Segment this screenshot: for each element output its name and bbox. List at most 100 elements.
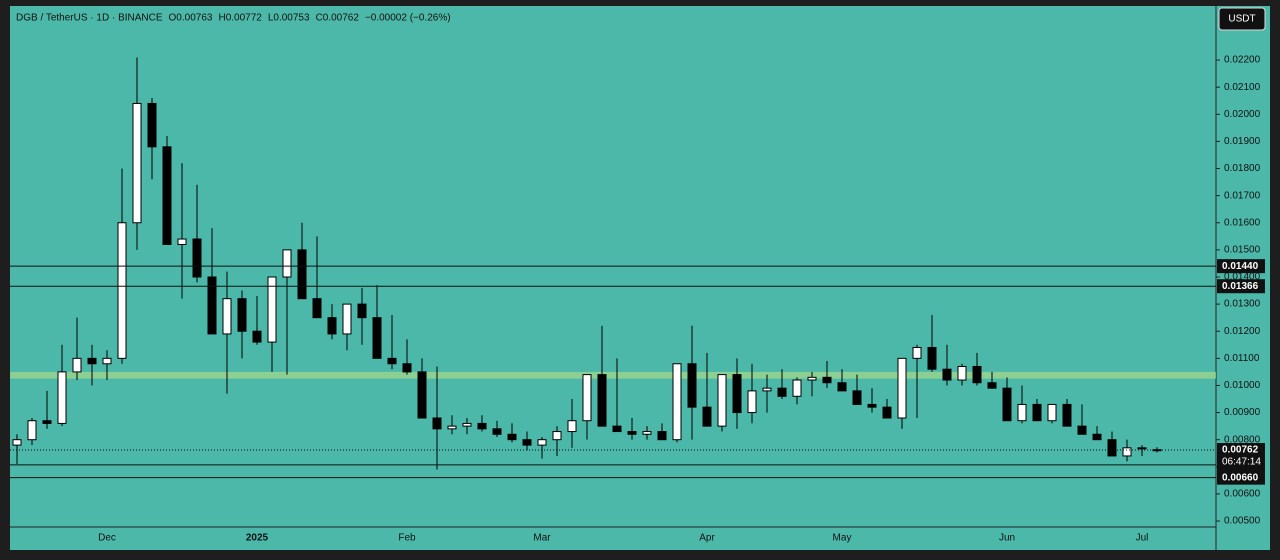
candle-body [927,346,937,370]
candle-body [102,357,112,365]
x-tick-label: 2025 [246,533,269,544]
candle-body [162,146,172,245]
candle-body [237,298,247,332]
last-price-label: 0.00762 [1222,445,1259,456]
candle-body [612,425,622,433]
candle-body [72,357,82,373]
candle-body [207,276,217,335]
price-label: 0.01366 [1222,281,1259,292]
candle-body [912,346,922,359]
candle-body [1092,433,1102,441]
candle-body [57,371,67,424]
candle-body [807,376,817,381]
candle-body [12,439,22,446]
candle-body [552,431,562,441]
candle-body [1002,387,1012,422]
candle-body [177,238,187,245]
y-tick-label: 0.01100 [1224,353,1260,364]
candle-body [702,406,712,427]
y-tick-label: 0.01300 [1224,299,1261,310]
ohlc-value: C0.00762 [316,13,360,24]
candle-body [477,422,487,430]
candle-body [717,374,727,427]
x-tick-label: May [833,533,852,544]
candle-body [252,330,262,343]
y-tick-label: 0.00900 [1224,407,1261,418]
candle-body [837,382,847,392]
x-tick-label: Mar [533,533,551,544]
candle-body [867,403,877,408]
candle-body [267,276,277,343]
y-tick-label: 0.00800 [1224,434,1261,445]
x-tick-label: Jul [1136,533,1149,544]
candle-body [852,390,862,405]
ohlc-value: H0.00772 [218,13,262,24]
chart-title: DGB / TetherUS · 1D · BINANCE [16,13,163,24]
candle-body [432,417,442,430]
candle-body [942,368,952,381]
candle-body [27,420,37,441]
candle-body [507,433,517,441]
candle-body [297,249,307,300]
ohlc-legend: O0.00763 H0.00772 L0.00753 C0.00762 −0.00002… [169,13,451,24]
candle-body [822,376,832,384]
candle-body [312,298,322,319]
candle-body [447,425,457,430]
y-tick-label: 0.01800 [1224,163,1261,174]
candle-body [642,431,652,435]
chart-background [10,6,1270,550]
candle-body [1032,403,1042,422]
candle-body [537,439,547,446]
candle-body [1047,403,1057,422]
x-tick-label: Feb [398,533,416,544]
y-tick-label: 0.00500 [1224,516,1261,527]
y-tick-label: 0.02200 [1224,55,1261,66]
candle-body [327,317,337,335]
candle-body [492,428,502,435]
candle-body [732,374,742,414]
ohlc-value: L0.00753 [268,13,310,24]
price-label: 0.01440 [1222,261,1259,272]
candle-body [192,238,202,278]
candle-body [747,390,757,414]
y-tick-label: 0.02100 [1224,82,1261,93]
candle-body [132,102,142,224]
candle-body [1077,425,1087,435]
candle-body [972,365,982,384]
price-label-box [1217,279,1265,294]
candle-body [87,357,97,365]
candle-body [222,298,232,335]
ohlc-value: O0.00763 [169,13,213,24]
y-tick-label: 0.01400 [1224,272,1261,283]
candle-body [897,357,907,419]
candle-body [1122,447,1132,457]
candle-body [282,249,292,278]
last-price-box [1217,442,1265,469]
candle-body [1017,403,1027,422]
candle-body [342,303,352,335]
candle-body [792,379,802,397]
candle-body [567,420,577,433]
candle-body [687,363,697,408]
y-tick-label: 0.00600 [1224,489,1261,500]
candle-body [522,439,532,446]
currency-button-label[interactable]: USDT [1228,14,1255,25]
currency-button[interactable] [1218,7,1266,31]
candle-body [417,371,427,419]
ohlc-value: −0.00002 (−0.26%) [365,13,451,24]
price-label: 0.00660 [1222,472,1259,483]
x-tick-label: Jun [999,533,1015,544]
y-tick-label: 0.02000 [1224,109,1261,120]
y-tick-label: 0.01900 [1224,136,1261,147]
y-tick-label: 0.01000 [1224,380,1261,391]
y-tick-label: 0.01500 [1224,245,1261,256]
candle-body [627,431,637,435]
candle-body [42,420,52,424]
candle-body [1062,403,1072,427]
y-tick-label: 0.01600 [1224,217,1261,228]
candle-body [372,317,382,359]
candle-body [1137,447,1147,450]
candle-body [1107,439,1117,457]
